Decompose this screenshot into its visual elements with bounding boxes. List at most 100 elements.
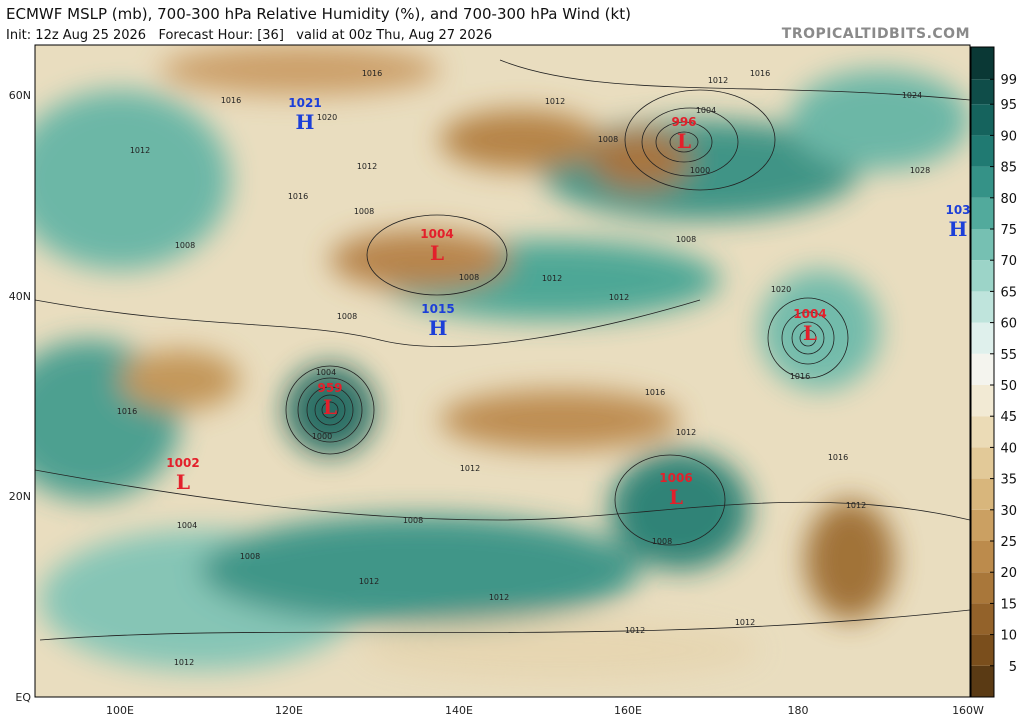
isobar-label: 1020 bbox=[771, 285, 791, 294]
isobar-label: 1012 bbox=[542, 274, 562, 283]
colorbar-label: 35 bbox=[1000, 473, 1017, 488]
colorbar-segment bbox=[971, 603, 994, 635]
lat-label: 60N bbox=[9, 89, 31, 102]
isobar-label: 1016 bbox=[117, 407, 137, 416]
watermark: TROPICALTIDBITS.COM bbox=[782, 26, 970, 42]
isobar-label: 1016 bbox=[750, 69, 770, 78]
colorbar-segment bbox=[971, 47, 994, 80]
isobar-label: 1016 bbox=[288, 192, 308, 201]
lon-label: 120E bbox=[275, 704, 303, 717]
isobar-label: 1012 bbox=[489, 593, 509, 602]
isobar-label: 1008 bbox=[598, 135, 618, 144]
isobar-label: 1016 bbox=[221, 96, 241, 105]
colorbar-label: 55 bbox=[1000, 348, 1017, 363]
isobar-label: 1016 bbox=[362, 69, 382, 78]
colorbar-segment bbox=[971, 79, 994, 105]
colorbar-segment bbox=[971, 416, 994, 448]
title: ECMWF MSLP (mb), 700-300 hPa Relative Hu… bbox=[6, 5, 631, 23]
colorbar-label: 60 bbox=[1000, 317, 1017, 332]
colorbar-label: 30 bbox=[1000, 504, 1017, 519]
isobar-label: 1008 bbox=[337, 312, 357, 321]
system-letter: H bbox=[949, 217, 968, 241]
isobar-label: 1012 bbox=[846, 501, 866, 510]
colorbar-label: 40 bbox=[1000, 441, 1017, 456]
isobar-label: 1012 bbox=[460, 464, 480, 473]
system-pressure: 1006 bbox=[659, 471, 692, 485]
isobar-label: 1012 bbox=[735, 618, 755, 627]
lon-label: 160E bbox=[614, 704, 642, 717]
colorbar-label: 5 bbox=[1009, 660, 1017, 675]
colorbar-segment bbox=[971, 385, 994, 417]
isobar-label: 1012 bbox=[359, 577, 379, 586]
isobar-label: 1008 bbox=[403, 516, 423, 525]
lat-label: EQ bbox=[15, 691, 31, 704]
system-letter: L bbox=[323, 395, 337, 419]
system-letter: L bbox=[677, 129, 691, 153]
system-pressure: 1021 bbox=[288, 96, 321, 110]
colorbar-segment bbox=[971, 229, 994, 261]
map-frame bbox=[34, 44, 971, 698]
colorbar-label: 70 bbox=[1000, 254, 1017, 269]
colorbar-segment bbox=[971, 135, 994, 167]
system-pressure: 1004 bbox=[420, 227, 453, 241]
isobar-label: 1008 bbox=[354, 207, 374, 216]
isobar-label: 1016 bbox=[828, 453, 848, 462]
colorbar-label: 85 bbox=[1000, 161, 1017, 176]
lon-label: 100E bbox=[106, 704, 134, 717]
colorbar-label: 90 bbox=[1000, 129, 1017, 144]
isobar-label: 1008 bbox=[459, 273, 479, 282]
colorbar-label: 99 bbox=[1000, 73, 1017, 88]
colorbar-segment bbox=[971, 447, 994, 479]
colorbar-segment bbox=[971, 166, 994, 198]
colorbar-segment bbox=[971, 665, 994, 697]
system-letter: H bbox=[296, 110, 315, 134]
isobar-label: 1012 bbox=[545, 97, 565, 106]
colorbar-segment bbox=[971, 197, 994, 229]
colorbar-label: 75 bbox=[1000, 223, 1017, 238]
colorbar-segment bbox=[971, 634, 994, 666]
isobar-label: 1028 bbox=[910, 166, 930, 175]
lon-label: 180 bbox=[788, 704, 809, 717]
lat-label: 20N bbox=[9, 490, 31, 503]
system-letter: L bbox=[430, 241, 444, 265]
isobar-label: 1012 bbox=[708, 76, 728, 85]
colorbar-label: 80 bbox=[1000, 192, 1017, 207]
isobar-label: 1004 bbox=[696, 106, 716, 115]
colorbar-segment bbox=[971, 478, 994, 510]
isobar-label: 1008 bbox=[175, 241, 195, 250]
isobar-label: 1000 bbox=[690, 166, 710, 175]
system-letter: L bbox=[803, 321, 817, 345]
isobar-label: 1012 bbox=[174, 658, 194, 667]
colorbar-label: 20 bbox=[1000, 566, 1017, 581]
colorbar-segment bbox=[971, 353, 994, 385]
isobar-label: 1008 bbox=[652, 537, 672, 546]
isobar-label: 1004 bbox=[316, 368, 336, 377]
isobar-label: 1024 bbox=[902, 91, 922, 100]
isobar-label: 1012 bbox=[357, 162, 377, 171]
system-pressure: 1015 bbox=[421, 302, 454, 316]
system-pressure: 1004 bbox=[793, 307, 826, 321]
isobar-label: 1016 bbox=[645, 388, 665, 397]
colorbar-label: 10 bbox=[1000, 629, 1017, 644]
subtitle: Init: 12z Aug 25 2026 Forecast Hour: [36… bbox=[6, 28, 492, 43]
isobar-label: 1012 bbox=[130, 146, 150, 155]
lat-label: 40N bbox=[9, 290, 31, 303]
system-letter: L bbox=[669, 485, 683, 509]
isobar-label: 1000 bbox=[312, 432, 332, 441]
lon-label: 160W bbox=[952, 704, 984, 717]
system-letter: L bbox=[176, 470, 190, 494]
lon-label: 140E bbox=[445, 704, 473, 717]
system-pressure: 959 bbox=[317, 381, 342, 395]
colorbar-label: 95 bbox=[1000, 98, 1017, 113]
colorbar-segment bbox=[971, 572, 994, 604]
isobar-label: 1008 bbox=[240, 552, 260, 561]
isobar-label: 1012 bbox=[676, 428, 696, 437]
colorbar-segment bbox=[971, 541, 994, 573]
isobar-label: 1012 bbox=[625, 626, 645, 635]
system-pressure: 1002 bbox=[166, 456, 199, 470]
colorbar-segment bbox=[971, 104, 994, 136]
colorbar-segment bbox=[971, 291, 994, 323]
system-pressure: 103 bbox=[945, 203, 970, 217]
